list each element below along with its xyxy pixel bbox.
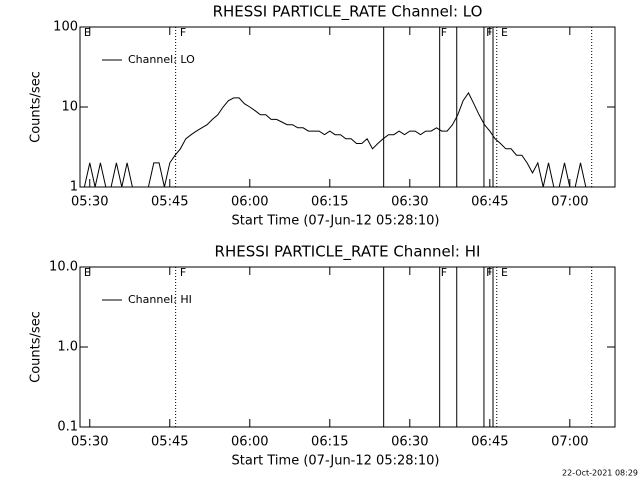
x-tick-label: 06:15 — [311, 195, 348, 210]
x-tick-label: 05:45 — [151, 195, 188, 210]
flag-label: E — [501, 26, 508, 39]
flag-label: F — [180, 26, 186, 39]
y-tick-label: 10 — [61, 100, 78, 115]
x-tick-label: 06:15 — [311, 435, 348, 450]
x-tick-label: 06:30 — [391, 435, 428, 450]
x-tick-label: 06:00 — [231, 435, 268, 450]
x-tick-label: 06:45 — [471, 195, 508, 210]
flag-label: F — [486, 26, 492, 39]
y-tick-label: 100 — [53, 20, 78, 35]
plot-frame — [79, 26, 616, 188]
x-tick-label: 06:45 — [471, 435, 508, 450]
y-tick-label: 10.0 — [49, 260, 78, 275]
x-tick-label: 07:00 — [551, 195, 588, 210]
x-tick-label: 07:00 — [551, 435, 588, 450]
x-tick-label: 06:00 — [231, 195, 268, 210]
y-tick-label: 0.1 — [57, 420, 78, 435]
x-tick-label: 05:30 — [71, 435, 108, 450]
legend-label: Channel: HI — [128, 293, 192, 306]
y-tick-label: 1 — [70, 180, 78, 195]
footer: 22-Oct-2021 08:29 — [562, 469, 638, 478]
x-tick-label: 05:30 — [71, 195, 108, 210]
flag-label: E — [84, 26, 91, 39]
flag-label: F — [441, 26, 447, 39]
x-axis-label: Start Time (07-Jun-12 05:28:10) — [232, 454, 440, 469]
plot-frame — [79, 266, 616, 428]
flag-label: F — [441, 266, 447, 279]
data-line — [83, 91, 587, 188]
x-tick-label: 06:30 — [391, 195, 428, 210]
legend-label: Channel: LO — [128, 53, 195, 66]
chart-title: RHESSI PARTICLE_RATE Channel: LO — [213, 3, 483, 22]
flag-label: F — [486, 266, 492, 279]
y-axis-label: Counts/sec — [29, 71, 44, 143]
flag-label: E — [84, 266, 91, 279]
y-tick-label: 1.0 — [57, 340, 78, 355]
x-tick-label: 05:45 — [151, 435, 188, 450]
x-axis-label: Start Time (07-Jun-12 05:28:10) — [232, 214, 440, 229]
chart-title: RHESSI PARTICLE_RATE Channel: HI — [215, 243, 481, 262]
flag-label: E — [501, 266, 508, 279]
y-axis-label: Counts/sec — [29, 311, 44, 383]
flag-label: F — [180, 266, 186, 279]
